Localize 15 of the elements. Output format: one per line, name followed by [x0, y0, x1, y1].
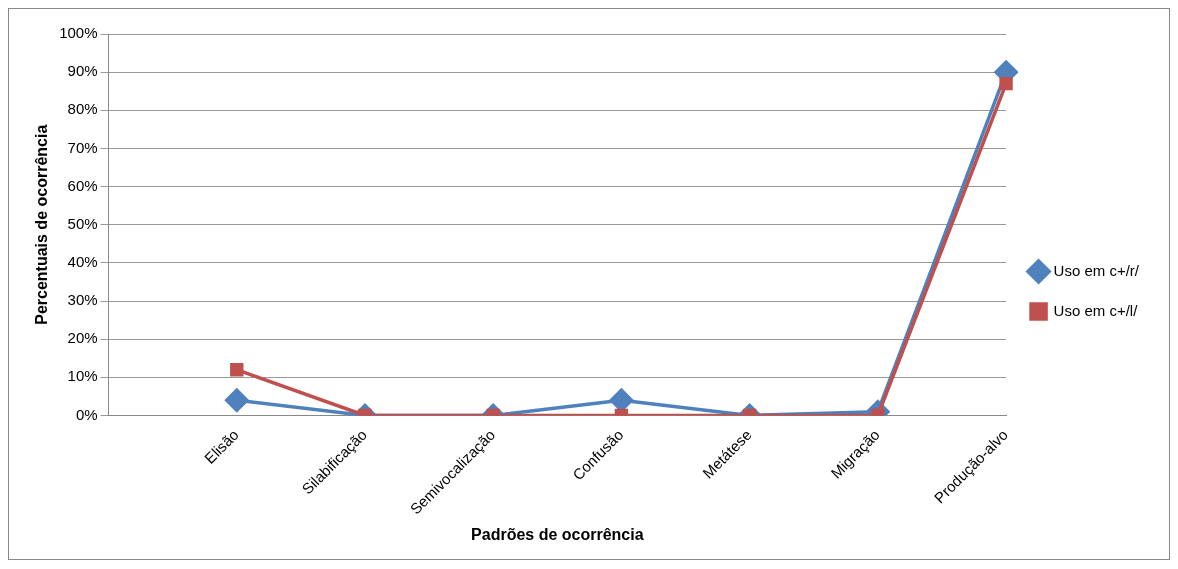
y-tick-label: 80% — [67, 100, 98, 118]
y-tick-label: 60% — [67, 176, 98, 194]
legend-label: Uso em c+/r/ — [1053, 261, 1140, 279]
y-tick-label: 20% — [67, 329, 98, 347]
x-axis-title: Padrões de ocorrência — [471, 525, 644, 543]
y-tick-label: 70% — [67, 138, 98, 156]
y-tick-label: 90% — [67, 62, 98, 80]
y-tick-label: 30% — [67, 291, 98, 309]
y-tick-label: 100% — [59, 24, 98, 42]
y-axis-title: Percentuais de ocorrência — [33, 124, 51, 325]
legend-label: Uso em c+/l/ — [1053, 301, 1139, 319]
y-tick-label: 40% — [67, 253, 98, 271]
y-tick-label: 10% — [67, 367, 98, 385]
y-tick-label: 50% — [67, 214, 98, 232]
y-tick-label: 0% — [75, 405, 98, 423]
